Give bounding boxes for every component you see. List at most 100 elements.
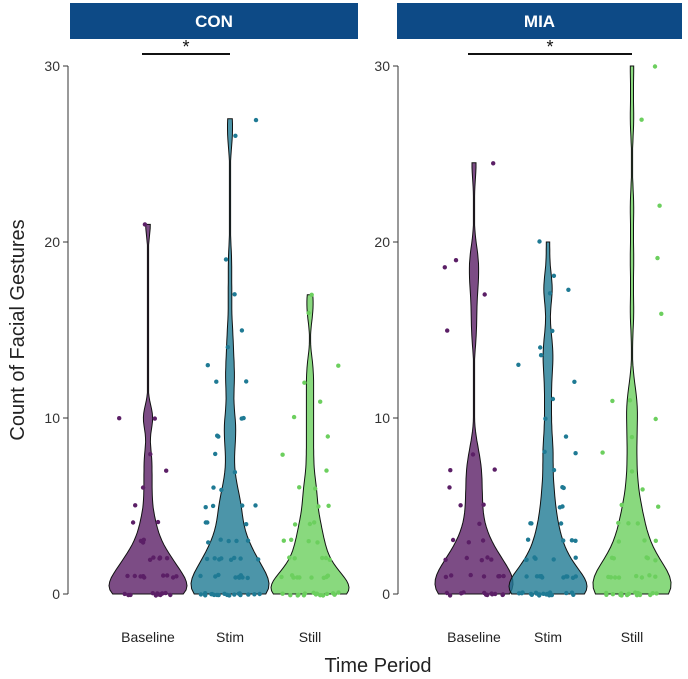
- data-point: [563, 434, 569, 439]
- data-point: [573, 555, 578, 560]
- data-point: [240, 503, 245, 508]
- data-point: [482, 292, 487, 297]
- data-point: [213, 451, 218, 457]
- data-point: [533, 590, 539, 595]
- data-point: [653, 416, 658, 422]
- data-point: [133, 503, 138, 508]
- data-point: [544, 592, 549, 597]
- data-point: [238, 556, 243, 561]
- y-tick-label: 10: [44, 410, 60, 426]
- data-point: [606, 574, 611, 580]
- data-point: [653, 574, 658, 579]
- data-point: [246, 592, 251, 597]
- y-tick-label: 10: [374, 410, 390, 426]
- data-point: [524, 574, 529, 579]
- data-point: [223, 257, 229, 262]
- data-point: [635, 521, 640, 526]
- data-point: [211, 485, 216, 490]
- data-point: [309, 575, 314, 580]
- data-point: [500, 592, 506, 597]
- data-point: [312, 520, 317, 525]
- data-point: [228, 557, 234, 562]
- data-point: [245, 575, 250, 581]
- data-point: [550, 396, 556, 402]
- data-point: [150, 591, 155, 596]
- data-point: [252, 592, 257, 597]
- data-point: [244, 379, 249, 384]
- data-point: [480, 538, 486, 543]
- data-point: [287, 555, 292, 560]
- x-tick-label: Baseline: [447, 629, 501, 645]
- data-point: [326, 503, 331, 508]
- data-point: [551, 557, 556, 562]
- data-point: [307, 521, 313, 527]
- facet-strip: [397, 3, 682, 39]
- data-point: [634, 573, 639, 579]
- data-point: [159, 591, 165, 596]
- data-point: [466, 540, 471, 545]
- data-point: [141, 537, 146, 542]
- data-point: [653, 538, 658, 543]
- data-point: [219, 556, 224, 561]
- data-point: [560, 485, 565, 490]
- panel-con: CON 0 10 20 30 Baseline Stim Still *: [44, 3, 358, 645]
- data-point: [485, 592, 490, 598]
- data-point: [165, 573, 170, 578]
- data-point: [571, 592, 576, 597]
- data-point: [611, 556, 616, 561]
- data-point: [656, 504, 661, 509]
- data-point: [256, 557, 261, 562]
- data-point: [561, 538, 566, 543]
- data-point: [211, 592, 217, 598]
- data-point: [551, 273, 557, 278]
- data-point: [233, 575, 238, 580]
- data-point: [616, 520, 621, 526]
- y-tick-label: 0: [52, 586, 60, 602]
- data-point: [219, 487, 224, 493]
- data-point: [566, 287, 571, 292]
- data-point: [198, 592, 204, 597]
- data-point: [210, 503, 216, 509]
- data-point: [626, 591, 631, 596]
- x-tick-label: Still: [621, 629, 644, 645]
- data-point: [309, 292, 314, 297]
- data-point: [117, 416, 122, 421]
- data-point: [557, 505, 563, 510]
- significance-star: *: [546, 37, 553, 57]
- data-point: [253, 503, 258, 508]
- data-point: [292, 522, 298, 527]
- y-tick-label: 30: [374, 58, 390, 74]
- data-point: [239, 328, 245, 333]
- data-point: [539, 574, 544, 579]
- data-point: [528, 521, 533, 526]
- data-point: [198, 573, 203, 579]
- data-point: [491, 161, 496, 166]
- data-point: [600, 450, 605, 455]
- x-tick-label: Stim: [534, 629, 562, 645]
- data-point: [538, 353, 544, 358]
- y-tick-label: 20: [374, 234, 390, 250]
- x-tick-label: Baseline: [121, 629, 175, 645]
- data-point: [569, 538, 575, 543]
- data-point: [524, 557, 529, 562]
- data-point: [318, 593, 323, 598]
- data-point: [447, 593, 453, 598]
- data-point: [332, 592, 337, 597]
- data-point: [238, 592, 243, 598]
- data-point: [519, 591, 524, 596]
- data-point: [320, 555, 325, 561]
- data-point: [445, 328, 450, 333]
- data-point: [234, 538, 239, 544]
- data-point: [629, 434, 635, 440]
- data-point: [447, 485, 452, 490]
- violin-baseline: [108, 223, 188, 595]
- data-point: [453, 258, 459, 263]
- data-point: [151, 555, 156, 560]
- data-point: [244, 522, 249, 527]
- data-point: [324, 591, 330, 597]
- data-point: [281, 538, 286, 543]
- data-point: [529, 592, 534, 597]
- data-point: [213, 574, 218, 579]
- data-point: [443, 574, 449, 580]
- data-point: [142, 222, 148, 227]
